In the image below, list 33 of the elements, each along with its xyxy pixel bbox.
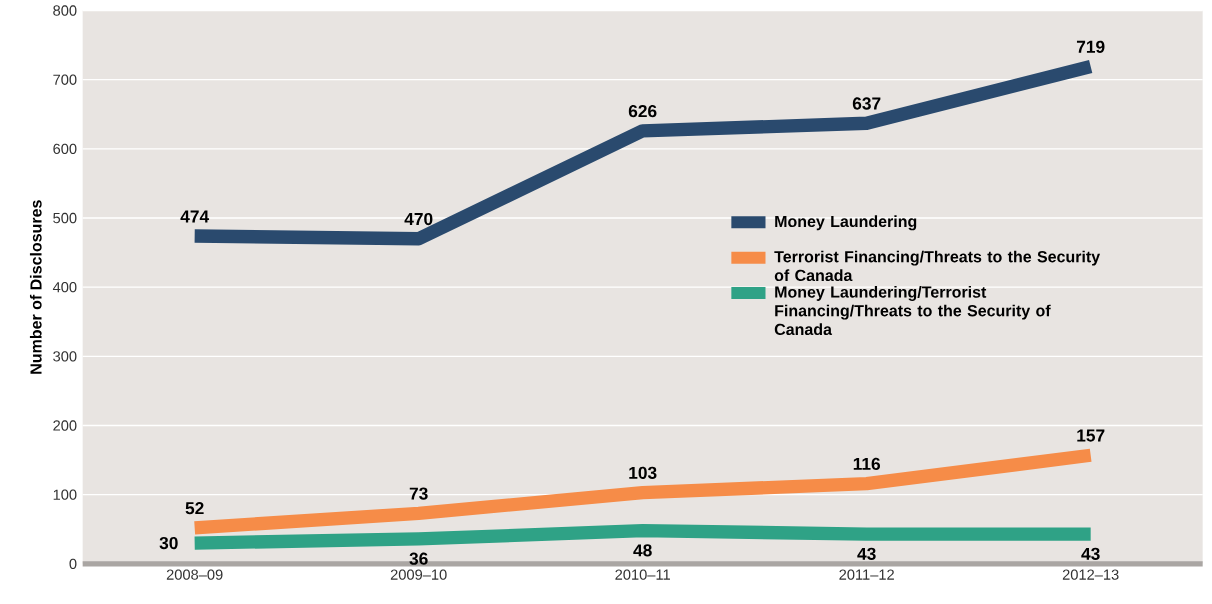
y-tick-label: 800 (53, 5, 77, 16)
data-label: 43 (1081, 547, 1100, 561)
x-tick-label: 2009–10 (390, 569, 447, 580)
x-tick-label: 2008–09 (166, 569, 223, 580)
x-tick-label: 2011–12 (839, 569, 894, 580)
data-label: 52 (185, 502, 204, 515)
y-tick-label: 400 (52, 282, 77, 293)
y-tick-label: 200 (53, 420, 77, 431)
legend-label: Money Laundering (775, 215, 917, 231)
data-label: 73 (409, 487, 428, 500)
y-tick-label: 100 (53, 489, 77, 500)
data-label: 48 (633, 544, 652, 557)
data-label: 626 (628, 105, 657, 118)
data-label: 36 (409, 552, 428, 565)
y-tick-label: 500 (53, 212, 77, 224)
data-label: 157 (1077, 429, 1105, 442)
data-label: 719 (1076, 40, 1105, 54)
data-label: 43 (857, 547, 876, 561)
data-label: 637 (852, 97, 881, 110)
data-label: 470 (404, 212, 433, 226)
y-tick-label: 700 (53, 74, 77, 85)
data-label: 116 (853, 457, 881, 471)
x-tick-label: 2012–13 (1062, 569, 1119, 580)
x-tick-label: 2010–11 (615, 569, 670, 580)
y-tick-label: 0 (69, 558, 77, 570)
legend-label: Terrorist Financing/Threats to the Security of Canada (774, 250, 1101, 282)
y-tick-label: 600 (53, 143, 77, 155)
legend-label: Money Laundering/Terrorist Financing/Threats to the Security of Canada (774, 286, 1051, 336)
data-label: 474 (180, 210, 210, 223)
y-axis-title: Number of Disclosures (29, 200, 42, 374)
y-tick-label: 300 (53, 351, 77, 362)
data-label: 30 (159, 537, 178, 550)
data-label: 103 (629, 466, 657, 480)
